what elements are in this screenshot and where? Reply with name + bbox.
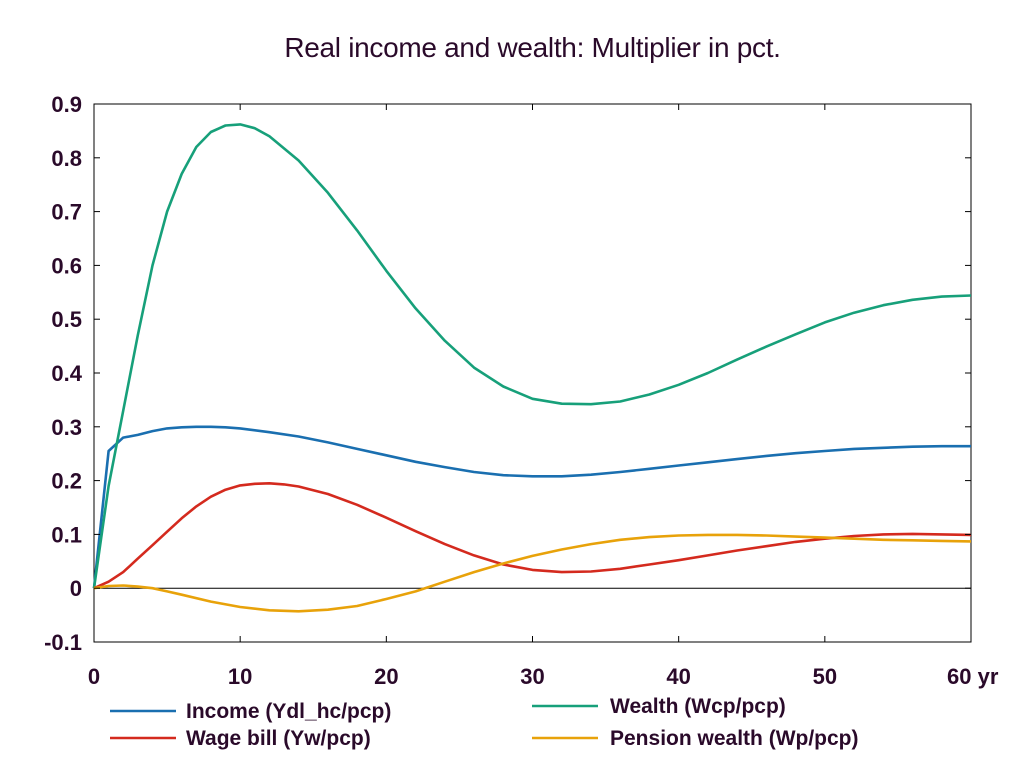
x-tick-label: 40 [666, 664, 690, 689]
series-line-1 [92, 425, 971, 589]
x-tick-label: 30 [520, 664, 544, 689]
y-tick-label: 0.1 [51, 522, 82, 547]
y-tick-label: -0.1 [44, 630, 82, 655]
series-line-3 [93, 482, 972, 590]
x-tick-label: 60 yr [947, 664, 999, 689]
legend-label-2: Wealth (Wcp/pcp) [610, 695, 786, 718]
y-tick-label: 0.3 [51, 415, 82, 440]
x-tick-label: 10 [228, 664, 252, 689]
series-line-2 [92, 123, 972, 589]
legend: Income (Ydl_hc/pcp) Wealth (Wcp/pcp) Wage … [110, 695, 859, 750]
series-lines [92, 123, 972, 613]
y-tick-label: 0 [70, 576, 82, 601]
legend-label-3: Wage bill (Yw/pcp) [186, 727, 371, 750]
y-tick-label: 0.6 [51, 253, 82, 278]
legend-label-4: Pension wealth (Wp/pcp) [610, 727, 859, 750]
plot-frame [93, 103, 972, 643]
x-tick-label: 20 [374, 664, 398, 689]
x-tick-label: 0 [88, 664, 100, 689]
y-tick-label: 0.2 [51, 469, 82, 494]
plot-border [93, 103, 972, 643]
y-tick-label: 0.5 [51, 307, 82, 332]
y-tick-label: 0.7 [51, 200, 82, 225]
y-axis: 0.9 0.8 0.7 0.6 0.5 0.4 0.3 0.2 0.1 0 -0.1 [44, 92, 971, 655]
legend-label-1: Income (Ydl_hc/pcp) [186, 700, 391, 723]
x-axis: 0 10 20 30 40 50 60 yr [88, 104, 999, 689]
y-tick-label: 0.8 [51, 146, 82, 171]
chart-title: Real income and wealth: Multiplier in pc… [284, 32, 781, 63]
x-tick-label: 50 [813, 664, 837, 689]
y-tick-label: 0.4 [51, 361, 82, 386]
series-line-4 [93, 533, 972, 613]
y-tick-label: 0.9 [51, 92, 82, 117]
